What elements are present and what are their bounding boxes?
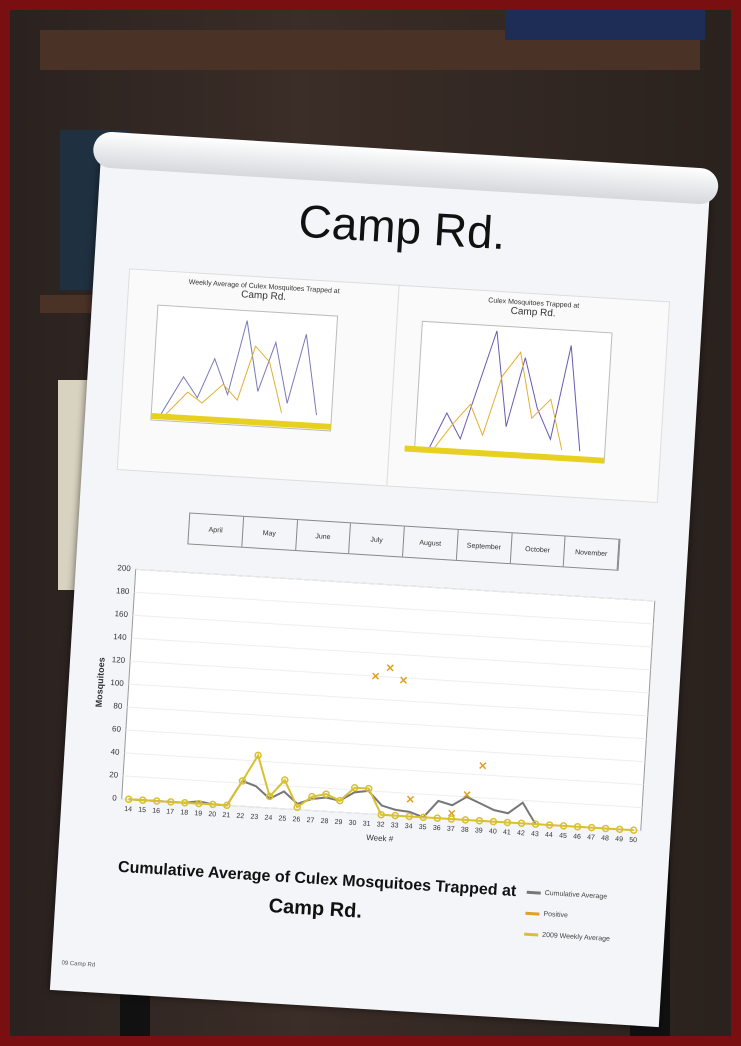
x-tick-label: 38 (461, 826, 469, 833)
scene: Camp Rd. Weekly Average of Culex Mosquit… (10, 10, 731, 1036)
x-tick-label: 49 (615, 836, 623, 843)
legend-swatch (527, 891, 541, 895)
x-tick-label: 50 (629, 837, 637, 844)
x-tick-label: 42 (517, 830, 525, 837)
x-tick-label: 32 (376, 821, 384, 828)
small-chart: Culex Mosquitoes Trapped at Camp Rd. (386, 285, 670, 503)
x-tick-label: 34 (405, 823, 413, 830)
small-plot (119, 293, 398, 469)
x-tick-label: 37 (447, 826, 455, 833)
x-tick-label: 16 (152, 808, 160, 815)
y-tick-label: 140 (113, 632, 127, 642)
x-tick-label: 29 (334, 819, 342, 826)
y-axis-label: Mosquitoes (94, 657, 107, 708)
x-tick-label: 46 (573, 833, 581, 840)
x-tick-label: 47 (587, 834, 595, 841)
legend-label: 2009 Weekly Average (542, 932, 610, 943)
small-chart: Weekly Average of Culex Mosquitoes Trapp… (117, 268, 401, 486)
x-tick-label: 25 (278, 815, 286, 822)
legend-item: Cumulative Average (527, 889, 647, 903)
y-tick-label: 40 (110, 747, 120, 757)
x-tick-label: 18 (180, 809, 188, 816)
x-tick-label: 17 (166, 808, 174, 815)
x-tick-label: 39 (475, 827, 483, 834)
legend-label: Positive (543, 911, 568, 919)
x-tick-label: 35 (419, 824, 427, 831)
y-tick-label: 80 (113, 701, 123, 711)
x-tick-label: 33 (390, 822, 398, 829)
x-tick-label: 44 (545, 832, 553, 839)
month-label: April (188, 514, 243, 547)
y-tick-label: 160 (114, 609, 128, 619)
x-tick-label: 48 (601, 835, 609, 842)
y-tick-label: 60 (112, 724, 122, 734)
month-label: August (403, 527, 458, 560)
x-tick-label: 43 (531, 831, 539, 838)
legend: Cumulative Average Positive 2009 Weekly Av… (523, 889, 647, 959)
month-label: November (564, 536, 619, 569)
x-tick-label: 21 (222, 812, 230, 819)
legend-item: Positive (525, 910, 645, 924)
y-tick-label: 180 (116, 586, 130, 596)
x-tick-label: 19 (194, 810, 202, 817)
x-tick-label: 22 (236, 813, 244, 820)
x-tick-label: 14 (124, 806, 132, 813)
books (505, 10, 705, 40)
main-chart: 0 20 40 60 80 100 120 140 160 180 200 14 15 16 17 18 19 2… (78, 557, 665, 891)
photo: Camp Rd. Weekly Average of Culex Mosquit… (0, 0, 741, 1046)
y-tick-label: 200 (117, 563, 131, 573)
month-label: July (349, 523, 404, 556)
month-label: June (296, 520, 351, 553)
y-tick-label: 100 (110, 678, 124, 688)
flip-chart: Camp Rd. Weekly Average of Culex Mosquit… (50, 161, 710, 1027)
small-plot (388, 310, 667, 486)
month-label: September (457, 530, 512, 563)
legend-swatch (525, 912, 539, 916)
x-tick-label: 28 (320, 818, 328, 825)
legend-item: 2009 Weekly Average (524, 931, 644, 945)
legend-swatch (524, 933, 538, 937)
x-axis-label: Week # (366, 833, 394, 844)
y-tick-label: 20 (109, 770, 119, 780)
y-tick-label: 120 (112, 655, 126, 665)
x-tick-label: 41 (503, 829, 511, 836)
x-tick-label: 40 (489, 828, 497, 835)
x-tick-label: 27 (306, 817, 314, 824)
x-tick-label: 36 (433, 825, 441, 832)
x-tick-label: 45 (559, 832, 567, 839)
x-tick-label: 30 (348, 820, 356, 827)
month-label: October (510, 533, 565, 566)
x-tick-label: 26 (292, 816, 300, 823)
legend-label: Cumulative Average (544, 890, 607, 901)
x-tick-label: 20 (208, 811, 216, 818)
x-tick-label: 31 (362, 820, 370, 827)
y-tick-label: 0 (112, 793, 118, 802)
month-label: May (242, 517, 297, 550)
x-tick-label: 23 (250, 814, 258, 821)
footer: 09 Camp Rd (61, 960, 95, 968)
x-tick-label: 24 (264, 814, 272, 821)
x-tick-label: 15 (138, 807, 146, 814)
